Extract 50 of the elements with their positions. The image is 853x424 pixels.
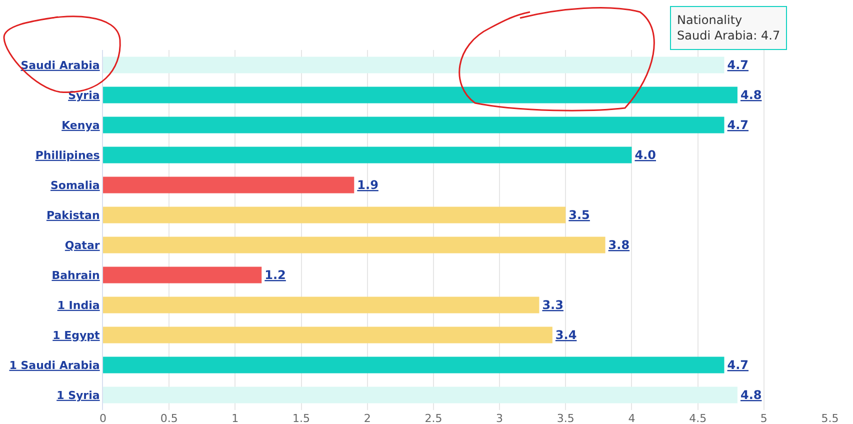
x-tick-label: 0: [100, 412, 106, 424]
bar: [103, 356, 724, 374]
y-tick-label: Bahrain: [52, 268, 100, 282]
bar: [103, 86, 738, 104]
y-tick-label: Pakistan: [46, 208, 100, 222]
text: Saudi Arabia: 4.7: [677, 28, 780, 43]
bar: [103, 116, 724, 134]
x-tick-label: 4: [628, 412, 636, 424]
y-tick-label: Qatar: [64, 238, 100, 252]
x-tick-label: 1.5: [292, 412, 310, 424]
bar: [103, 146, 632, 164]
x-tick-label: 5: [760, 412, 768, 424]
bar: [103, 266, 262, 284]
y-tick-label: Kenya: [62, 118, 100, 132]
y-tick-label: 1 Saudi Arabia: [9, 358, 100, 372]
bar: [103, 236, 606, 254]
x-tick-label: 3: [496, 412, 504, 424]
data-label: 4.8: [740, 388, 762, 402]
bar: [103, 176, 354, 194]
x-tick-label: 2: [364, 412, 371, 424]
data-label: 1.9: [357, 178, 378, 192]
bar: [103, 326, 552, 344]
x-tick-label: 1: [232, 412, 239, 424]
y-tick-label: 1 India: [57, 298, 100, 312]
x-tick-label: 3.5: [556, 412, 574, 424]
y-tick-label: 1 Syria: [56, 388, 100, 402]
data-label: 3.5: [568, 208, 590, 222]
y-tick-label: 1 Egypt: [52, 328, 100, 342]
y-tick-label: Somalia: [50, 178, 100, 192]
text: Nationality: [677, 13, 742, 27]
data-label: 4.8: [740, 88, 762, 102]
x-tick-label: 0.5: [160, 412, 178, 424]
data-label: 4.7: [727, 358, 749, 372]
data-label: 4.7: [727, 118, 749, 132]
data-label: 3.8: [608, 238, 630, 252]
data-label: 4.7: [727, 58, 749, 72]
bar: [103, 296, 540, 314]
y-tick-label: Syria: [68, 88, 100, 102]
bar: [103, 206, 566, 224]
data-label: 3.4: [555, 328, 577, 342]
data-label: 1.2: [264, 268, 286, 282]
x-tick-label: 4.5: [689, 412, 707, 424]
y-tick-label: Saudi Arabia: [20, 58, 100, 72]
bar: [103, 56, 724, 74]
bar: [103, 386, 738, 404]
x-tick-label: 5.5: [821, 412, 839, 424]
x-tick-label: 2.5: [424, 412, 442, 424]
data-label: 4.0: [634, 148, 656, 162]
data-label: 3.3: [542, 298, 564, 312]
y-tick-label: Phillipines: [35, 148, 100, 162]
